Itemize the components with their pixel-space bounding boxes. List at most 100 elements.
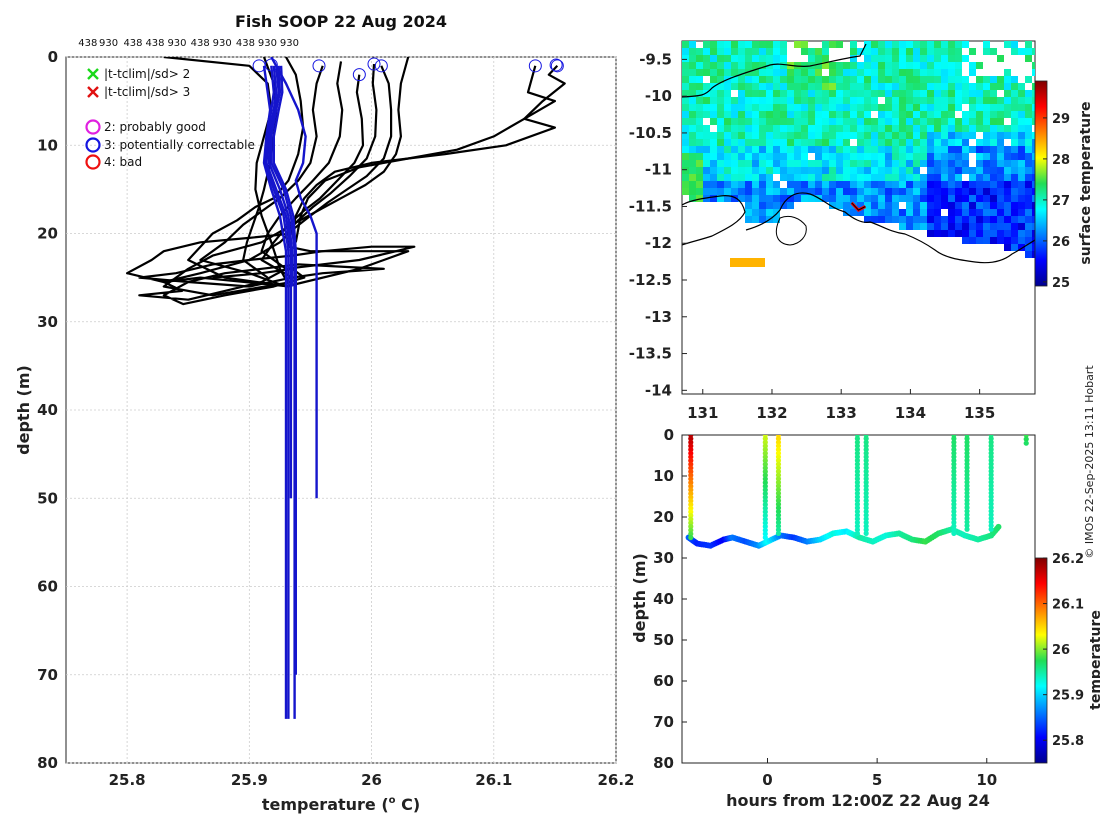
map-sst-cell	[703, 146, 710, 153]
map-sst-cell	[1025, 223, 1032, 230]
map-sst-cell	[780, 139, 787, 146]
map-sst-cell	[906, 223, 913, 230]
map-sst-cell	[1004, 146, 1011, 153]
map-sst-cell	[1025, 167, 1032, 174]
map-sst-cell	[1018, 244, 1025, 251]
map-sst-cell	[731, 195, 738, 202]
map-sst-cell	[717, 97, 724, 104]
map-sst-cell	[724, 90, 731, 97]
map-sst-cell	[871, 55, 878, 62]
map-sst-cell	[787, 97, 794, 104]
map-sst-cell	[997, 174, 1004, 181]
map-sst-cell	[983, 230, 990, 237]
map-sst-cell	[710, 118, 717, 125]
map-sst-cell	[773, 118, 780, 125]
map-sst-cell	[927, 209, 934, 216]
section-dot	[854, 461, 861, 467]
section-dot	[988, 526, 994, 532]
map-sst-cell	[738, 118, 745, 125]
map-sst-cell	[703, 132, 710, 139]
section-dot	[688, 501, 694, 508]
map-sst-cell	[969, 146, 976, 153]
map-sst-cell	[927, 188, 934, 195]
map-sst-cell	[934, 55, 941, 62]
map-sst-cell	[836, 202, 843, 209]
map-sst-cell	[1004, 97, 1011, 104]
map-sst-cell	[787, 90, 794, 97]
map-sst-cell	[983, 223, 990, 230]
map-sst-cell	[899, 97, 906, 104]
map-sst-cell	[724, 174, 731, 181]
map-sst-cell	[864, 181, 871, 188]
map-sst-cell	[885, 132, 892, 139]
section-dot	[688, 472, 694, 478]
map-sst-cell	[731, 160, 738, 167]
map-sst-cell	[927, 125, 934, 132]
map-sst-cell	[682, 97, 689, 104]
map-sst-cell	[850, 62, 857, 69]
map-sst-cell	[948, 41, 955, 48]
section-dot	[854, 527, 861, 533]
map-sst-cell	[913, 97, 920, 104]
map-sst-cell	[1018, 181, 1025, 188]
map-sst-cell	[710, 41, 717, 48]
legend-x-stroke	[87, 68, 99, 80]
map-sst-cell	[857, 48, 864, 55]
map-sst-cell	[976, 139, 983, 146]
map-sst-cell	[766, 125, 773, 132]
map-sst-cell	[913, 195, 920, 202]
map-sst-cell	[794, 76, 801, 83]
legend-x-icon	[87, 68, 99, 80]
map-sst-cell	[759, 118, 766, 125]
map-sst-cell	[1025, 97, 1032, 104]
map-sst-cell	[885, 48, 892, 55]
map-sst-cell	[885, 90, 892, 97]
map-sst-cell	[731, 55, 738, 62]
section-dot	[951, 516, 957, 522]
map-sst-cell	[696, 139, 703, 146]
map-sst-cell	[808, 104, 815, 111]
map-sst-cell	[948, 188, 955, 195]
map-sst-cell	[990, 181, 997, 188]
map-sst-cell	[948, 125, 955, 132]
map-sst-cell	[941, 90, 948, 97]
map-sst-cell	[773, 209, 780, 216]
map-sst-cell	[899, 146, 906, 153]
map-sst-cell	[885, 153, 892, 160]
map-sst-cell	[927, 48, 934, 55]
map-ytick-label: -11	[645, 161, 672, 179]
map-sst-cell	[759, 90, 766, 97]
map-sst-cell	[850, 153, 857, 160]
map-sst-cell	[920, 160, 927, 167]
map-ytick-label: -12.5	[629, 271, 672, 289]
map-sst-cell	[710, 195, 717, 202]
section-dot	[951, 490, 957, 496]
map-sst-cell	[689, 146, 696, 153]
map-sst-cell	[955, 174, 962, 181]
map-sst-cell	[787, 153, 794, 160]
map-sst-cell	[737, 258, 744, 267]
map-sst-cell	[997, 167, 1004, 174]
section-dot	[775, 530, 782, 537]
section-dot	[951, 457, 957, 464]
map-sst-cell	[682, 48, 689, 55]
map-sst-cell	[724, 69, 731, 76]
map-sst-cell	[997, 139, 1004, 146]
map-sst-cell	[689, 83, 696, 90]
map-sst-cell	[1032, 62, 1035, 69]
map-sst-cell	[913, 83, 920, 90]
map-sst-cell	[808, 188, 815, 195]
map-sst-cell	[976, 174, 983, 181]
section-dot	[854, 454, 861, 460]
map-sst-cell	[962, 202, 969, 209]
map-sst-cell	[899, 90, 906, 97]
map-sst-cell	[752, 125, 759, 132]
map-sst-cell	[983, 160, 990, 167]
map-sst-cell	[913, 167, 920, 174]
map-sst-cell	[997, 55, 1004, 62]
map-sst-cell	[920, 188, 927, 195]
map-sst-cell	[878, 216, 885, 223]
map-sst-cell	[1011, 174, 1018, 181]
section-dot	[775, 457, 782, 464]
